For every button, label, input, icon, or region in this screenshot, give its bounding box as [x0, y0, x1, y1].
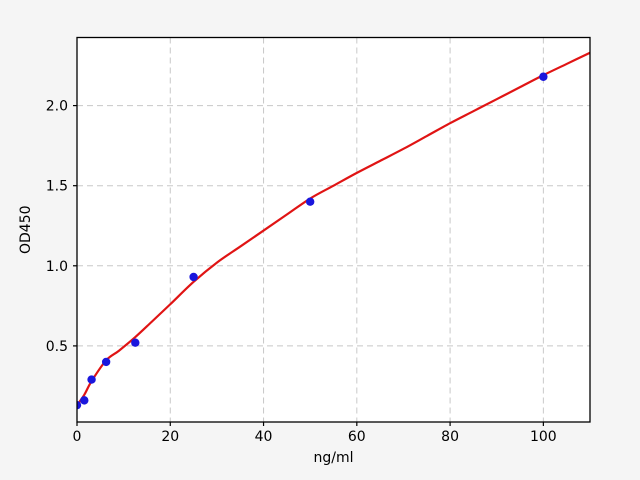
axes-spines — [76, 36, 591, 423]
data-point-marker — [131, 338, 140, 347]
data-point-marker — [80, 396, 89, 405]
tick-labels: 0 20 40 60 80 100 0.5 1.0 1.5 2.0 — [46, 99, 557, 445]
data-point-marker — [189, 272, 198, 282]
fit-curve-line — [77, 51, 590, 407]
x-tick-label: 0 — [73, 429, 82, 445]
x-axis-label: ng/ml — [313, 450, 353, 466]
y-tick-label: 1.5 — [46, 179, 68, 195]
data-point-marker — [305, 197, 315, 206]
x-tick-label: 40 — [255, 429, 273, 445]
data-point-marker — [77, 400, 82, 410]
data-point-marker — [87, 375, 96, 384]
y-tick-label: 1.0 — [46, 259, 68, 275]
data-points — [77, 72, 548, 410]
x-tick-label: 60 — [348, 429, 366, 445]
x-tick-label: 20 — [161, 429, 179, 445]
data-point-marker — [101, 357, 111, 367]
fit-curve — [77, 51, 590, 407]
y-tick-label: 0.5 — [46, 339, 68, 355]
x-tick-label: 100 — [530, 429, 557, 445]
x-tick-label: 80 — [441, 429, 459, 445]
y-tick-label: 2.0 — [46, 99, 68, 115]
y-axis-label: OD450 — [18, 205, 34, 254]
axis-ticks — [73, 104, 544, 426]
data-point-marker — [539, 72, 548, 81]
plot-area-background — [77, 37, 590, 422]
